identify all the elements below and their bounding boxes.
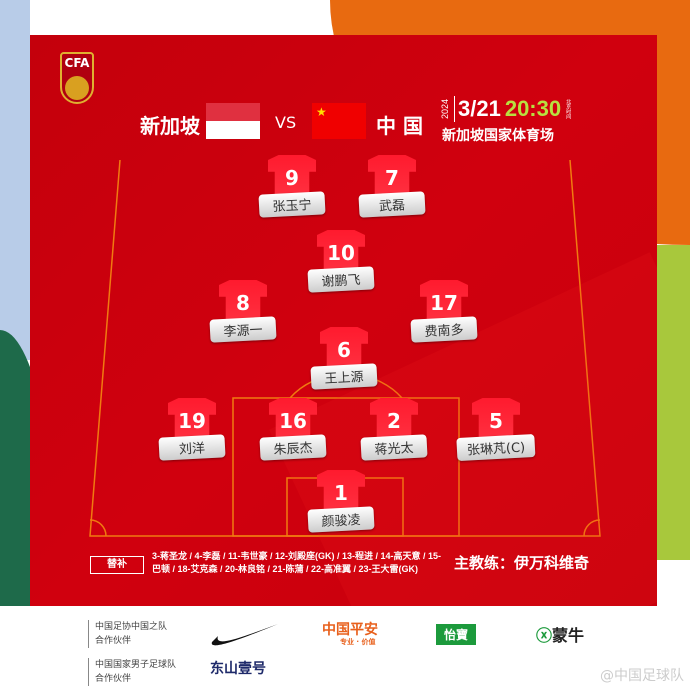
deco-lime bbox=[657, 245, 690, 560]
player-17: 17 费南多 bbox=[404, 280, 484, 360]
head-coach: 主教练：伊万科维奇 bbox=[454, 554, 590, 572]
china-flag-icon: ★ bbox=[312, 103, 366, 139]
jersey-icon: 19 bbox=[168, 398, 216, 440]
venue: 新加坡国家体育场 bbox=[442, 128, 554, 144]
player-5: 5 张琳芃(C) bbox=[456, 398, 536, 478]
player-name: 李源一 bbox=[209, 316, 277, 343]
yibao-logo: 怡寶 bbox=[436, 624, 477, 645]
pingan-slogan: 专业 · 价值 bbox=[340, 638, 376, 646]
subs-label: 替补 bbox=[90, 556, 144, 574]
jersey-icon: 6 bbox=[320, 327, 368, 369]
player-name: 谢鹏飞 bbox=[307, 266, 375, 293]
jersey-icon: 16 bbox=[269, 398, 317, 440]
player-name: 朱辰杰 bbox=[259, 434, 327, 461]
away-team: 中 国 bbox=[376, 114, 423, 138]
player-name: 张琳芃(C) bbox=[456, 433, 536, 462]
jersey-icon: 17 bbox=[420, 280, 468, 322]
nike-logo-icon bbox=[211, 624, 278, 646]
jersey-icon: 5 bbox=[472, 398, 520, 440]
player-19: 19 刘洋 bbox=[152, 398, 232, 478]
mengniu-logo: ⓧ蒙牛 bbox=[536, 622, 584, 646]
mengniu-icon: ⓧ bbox=[536, 626, 553, 645]
jersey-icon: 10 bbox=[317, 230, 365, 272]
player-7: 7 武磊 bbox=[352, 155, 432, 235]
home-team: 新加坡 bbox=[140, 114, 200, 138]
player-name: 蒋光太 bbox=[360, 434, 428, 461]
jersey-icon: 7 bbox=[368, 155, 416, 197]
logo-emblem bbox=[65, 76, 89, 100]
jersey-icon: 2 bbox=[370, 398, 418, 440]
dongshan-logo: 东山壹号 bbox=[210, 661, 266, 677]
jersey-icon: 1 bbox=[317, 470, 365, 512]
player-10: 10 谢鹏飞 bbox=[301, 230, 381, 310]
player-name: 王上源 bbox=[310, 363, 378, 390]
logo-text: CFA bbox=[64, 56, 90, 70]
player-16: 16 朱辰杰 bbox=[253, 398, 333, 478]
player-2: 2 蒋光太 bbox=[354, 398, 434, 478]
cfa-logo: CFA bbox=[60, 52, 94, 104]
singapore-flag-icon bbox=[206, 103, 260, 139]
jersey-icon: 8 bbox=[219, 280, 267, 322]
player-name: 颜骏凌 bbox=[307, 506, 375, 533]
pingan-logo: 中国平安 bbox=[322, 622, 378, 638]
watermark: @中国足球队 bbox=[600, 668, 684, 684]
player-1: 1 颜骏凌 bbox=[301, 470, 381, 550]
player-8: 8 李源一 bbox=[203, 280, 283, 360]
player-9: 9 张玉宁 bbox=[252, 155, 332, 235]
mengniu-text: 蒙牛 bbox=[552, 626, 585, 645]
deco-blue bbox=[0, 0, 30, 360]
match-time: 20:30 bbox=[504, 96, 562, 121]
match-year: 2024 bbox=[440, 98, 450, 120]
player-6: 6 王上源 bbox=[304, 327, 384, 407]
player-name: 张玉宁 bbox=[258, 191, 326, 218]
vs-label: VS bbox=[275, 113, 297, 132]
timezone: 北京时间 bbox=[565, 99, 572, 119]
player-name: 武磊 bbox=[358, 191, 426, 218]
player-name: 费南多 bbox=[410, 316, 478, 343]
match-datetime: 2024 3/21 20:30 北京时间 bbox=[440, 96, 571, 122]
partner-label-1: 中国足协中国之队 合作伙伴 bbox=[88, 620, 167, 648]
jersey-icon: 9 bbox=[268, 155, 316, 197]
match-date: 3/21 bbox=[454, 96, 501, 122]
player-name: 刘洋 bbox=[158, 434, 226, 461]
partner-label-2: 中国国家男子足球队 合作伙伴 bbox=[88, 658, 176, 686]
subs-list: 3-蒋圣龙 / 4-李磊 / 11-韦世豪 / 12-刘殿座(GK) / 13-… bbox=[152, 551, 442, 574]
